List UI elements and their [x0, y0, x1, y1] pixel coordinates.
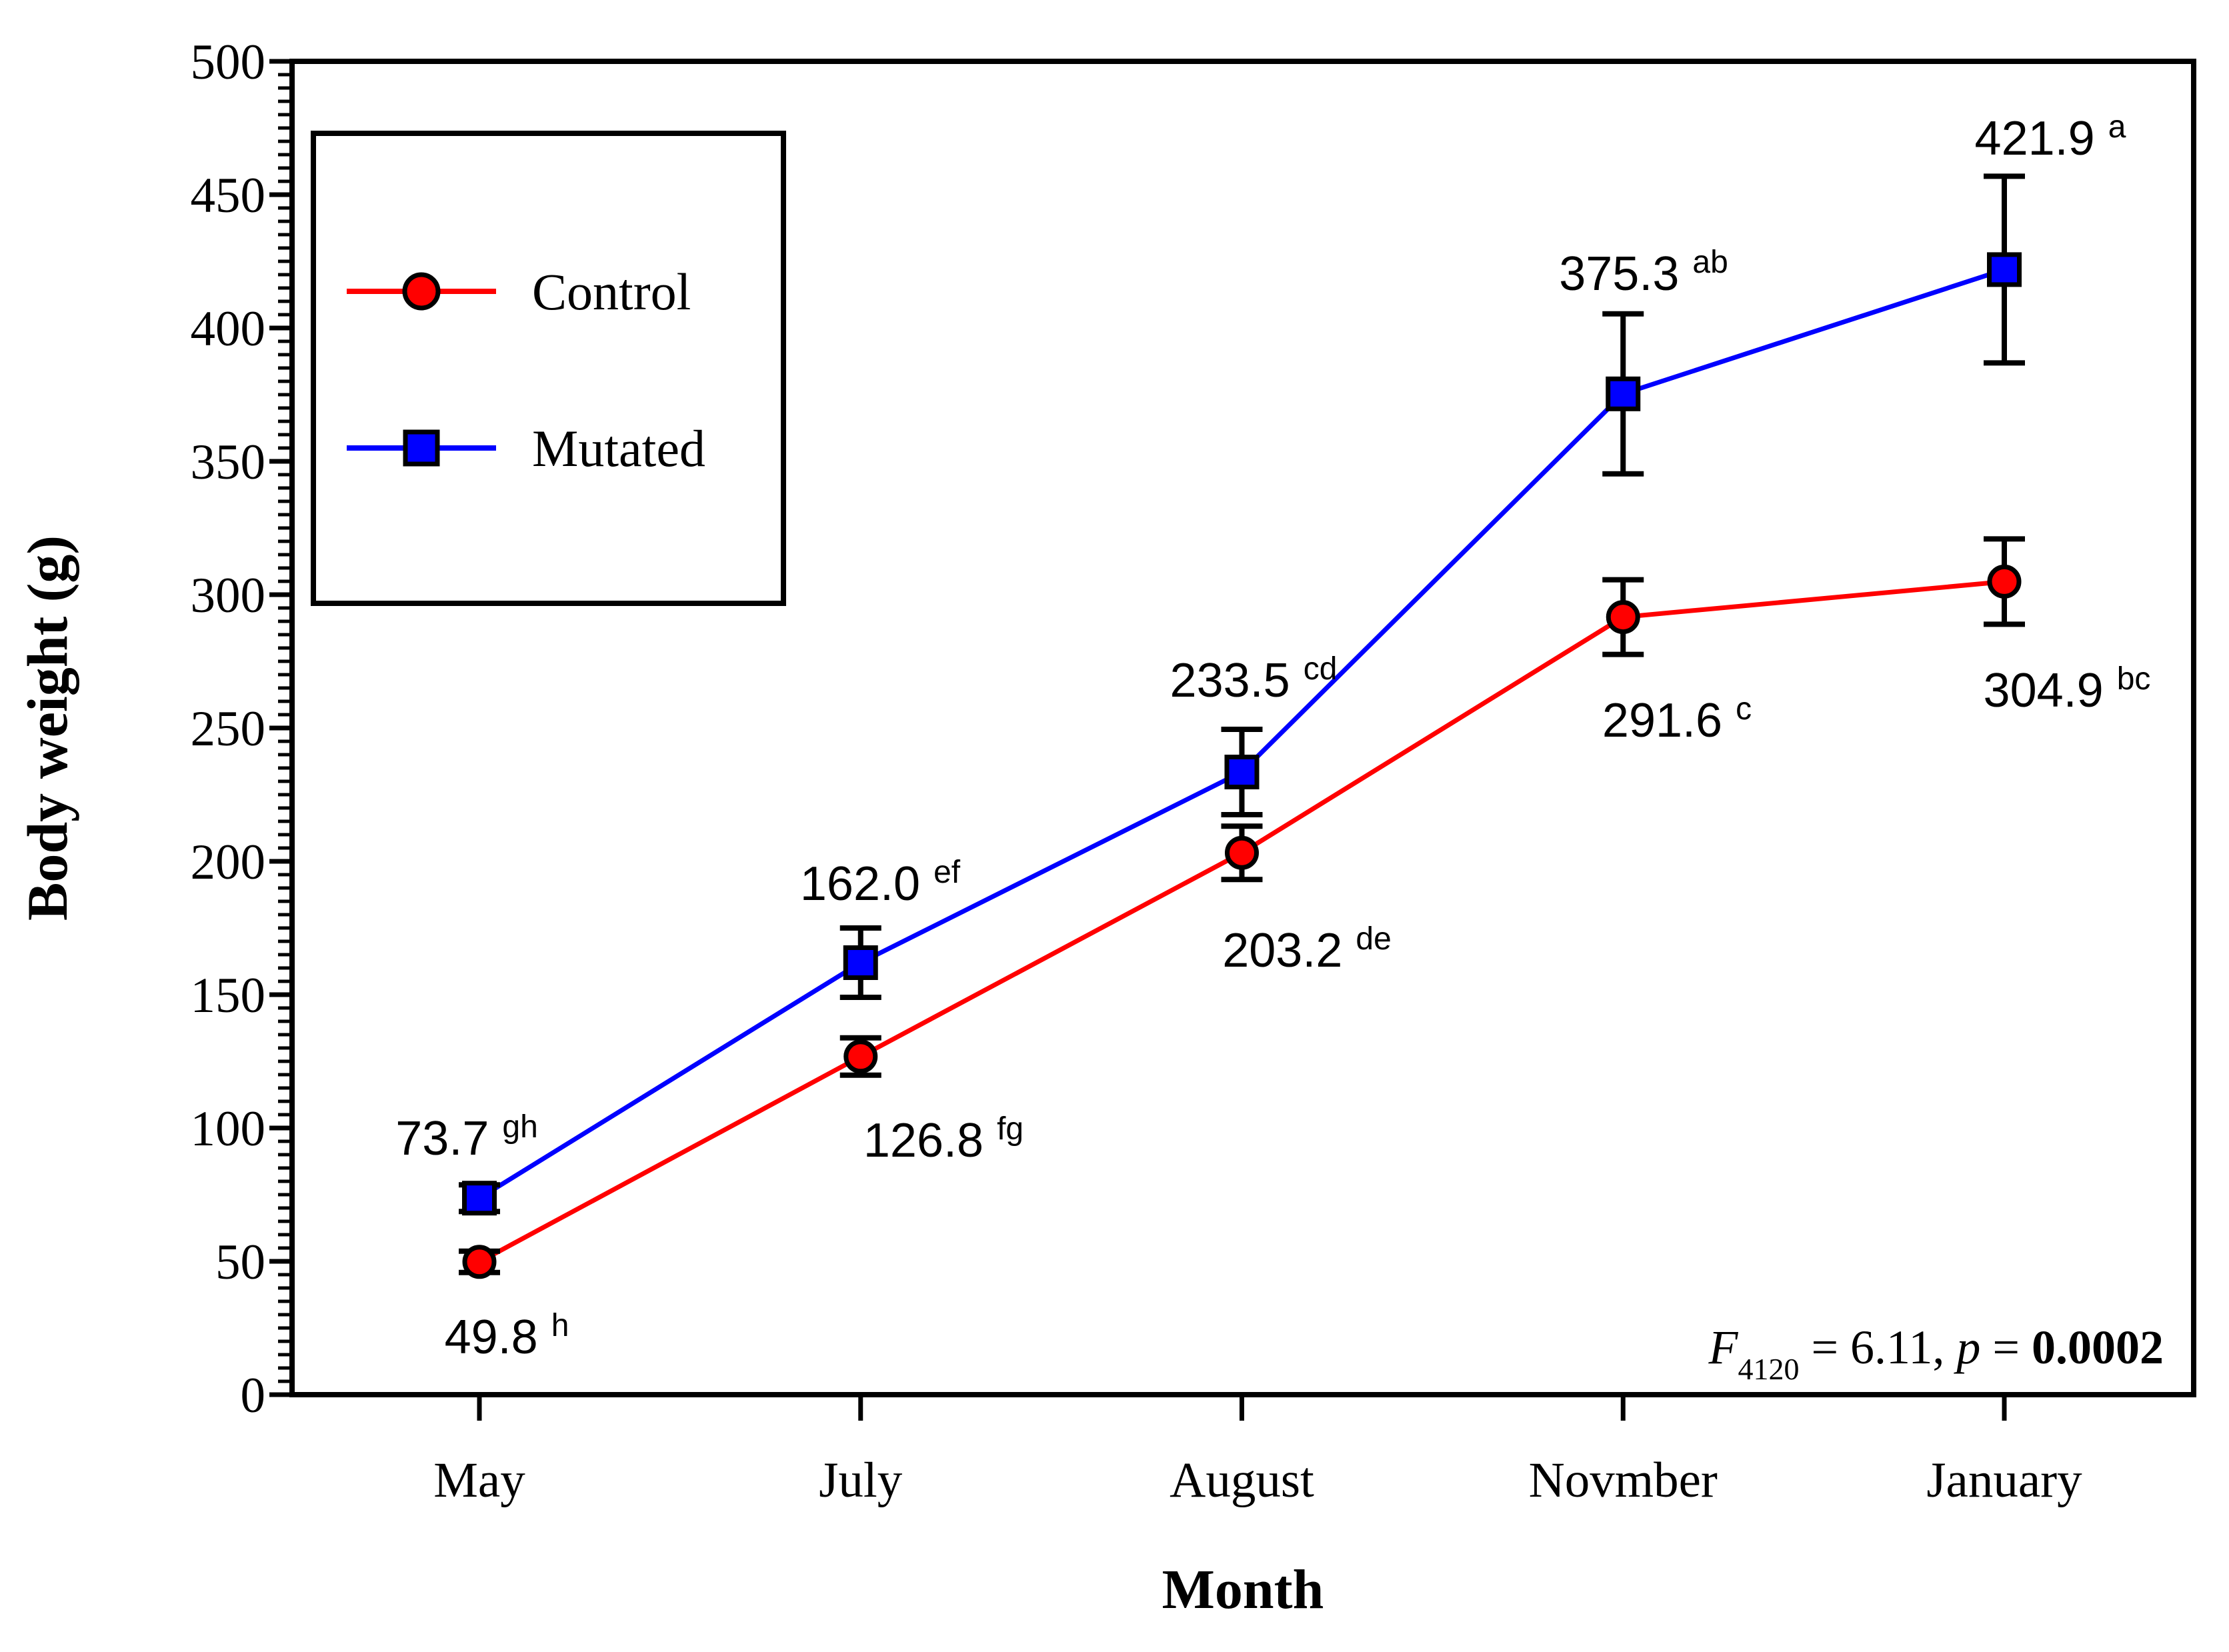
data-label: 49.8 h — [445, 1308, 569, 1364]
legend-mutated-marker — [403, 429, 440, 467]
legend: Control Mutated — [311, 131, 786, 606]
mutated-point — [1606, 376, 1641, 411]
stats-annotation: F4120 = 6.11, p = 0.0002 — [1708, 1321, 2164, 1386]
control-point — [1225, 835, 1259, 870]
data-label: 203.2 de — [1222, 921, 1392, 977]
control-point — [1987, 564, 2022, 599]
y-tick-label: 100 — [191, 1101, 266, 1157]
control-markers — [462, 564, 2022, 1279]
y-tick-label: 500 — [191, 35, 266, 90]
y-tick-label: 150 — [191, 968, 266, 1023]
y-tick-label: 250 — [191, 701, 266, 757]
data-label: 375.3 ab — [1559, 245, 1728, 301]
legend-control-marker — [402, 272, 441, 311]
data-label: 162.0 ef — [800, 855, 961, 911]
control-point — [462, 1245, 497, 1279]
data-label: 233.5 cd — [1170, 651, 1338, 707]
y-tick-label: 400 — [191, 301, 266, 357]
control-point — [1606, 600, 1640, 635]
y-tick-label: 0 — [241, 1368, 266, 1423]
y-tick-labels: 0 50 100 150 200 250 300 350 400 450 500 — [191, 35, 266, 1423]
x-tick-label: Novmber — [1529, 1453, 1718, 1508]
control-value-labels: 49.8 h 126.8 fg 203.2 de 291.6 c 304.9 bc — [445, 661, 2151, 1364]
x-axis-ticks — [477, 1397, 2007, 1421]
legend-label-mutated: Mutated — [532, 419, 705, 477]
x-tick-label: August — [1170, 1453, 1314, 1508]
legend-box — [311, 131, 786, 606]
data-label: 304.9 bc — [1984, 661, 2151, 717]
y-tick-label: 200 — [191, 835, 266, 890]
y-axis-ticks — [269, 59, 291, 1397]
x-axis-title: Month — [1162, 1559, 1324, 1621]
data-label: 421.9 a — [1975, 109, 2126, 165]
mutated-point — [1224, 755, 1260, 789]
mutated-markers — [462, 252, 2022, 1216]
x-tick-label: May — [433, 1453, 525, 1508]
y-tick-label: 300 — [191, 568, 266, 623]
data-label: 291.6 c — [1602, 691, 1752, 747]
plot-frame — [289, 59, 2196, 1397]
y-tick-label: 450 — [191, 168, 266, 223]
y-axis-title: Body weight (g) — [15, 535, 79, 921]
data-label: 126.8 fg — [863, 1111, 1023, 1167]
y-tick-label: 50 — [215, 1235, 265, 1290]
mutated-point — [462, 1181, 497, 1216]
x-tick-label: January — [1926, 1453, 2082, 1508]
mutated-point — [1987, 252, 2022, 287]
y-tick-label: 350 — [191, 435, 266, 490]
control-point — [843, 1039, 878, 1074]
data-label: 73.7 gh — [395, 1109, 538, 1165]
legend-label-control: Control — [532, 263, 691, 321]
mutated-point — [843, 945, 878, 980]
x-tick-label: July — [819, 1453, 903, 1508]
x-tick-labels: May July August Novmber January — [433, 1453, 2082, 1508]
mutated-value-labels: 73.7 gh 162.0 ef 233.5 cd 375.3 ab 421.9 a — [395, 109, 2126, 1165]
control-error-bars — [459, 536, 2025, 1275]
